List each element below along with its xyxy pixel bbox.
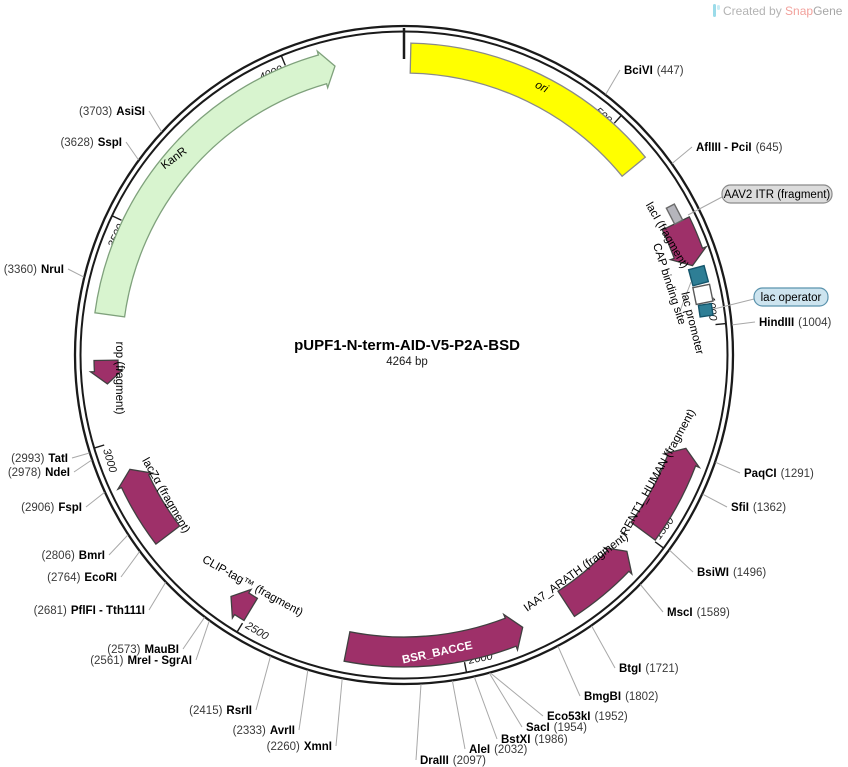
feature-badge-label-aav2itr[interactable]: AAV2 ITR (fragment): [724, 189, 831, 201]
tick-mark-1500: [654, 541, 665, 549]
site-label-PflFI-Tth111I[interactable]: (2681) PflFI - Tth111I: [34, 605, 145, 617]
site-label-MauBI[interactable]: (2573) MauBI: [107, 644, 179, 656]
site-leader-BstXI: [473, 676, 498, 740]
tick-label-2500: 2500: [242, 619, 271, 643]
feature-cap[interactable]: [687, 264, 710, 287]
site-label-BtgI[interactable]: BtgI (1721): [619, 663, 679, 675]
site-label-MreI-SgrAI[interactable]: (2561) MreI - SgrAI: [90, 655, 192, 667]
site-label-BstXI[interactable]: BstXI (1986): [501, 734, 568, 746]
site-leader-BmgBI: [557, 646, 581, 697]
site-label-FspI[interactable]: (2906) FspI: [21, 502, 82, 514]
site-leader-Eco53kI: [490, 672, 544, 717]
site-leader-PflFI-Tth111I: [148, 582, 167, 611]
feature-clip[interactable]: [230, 588, 259, 622]
site-label-SacI[interactable]: SacI (1954): [526, 722, 587, 734]
site-leader-BmrI: [108, 534, 129, 556]
site-label-SfiI[interactable]: SfiI (1362): [731, 502, 786, 514]
site-label-EcoRI[interactable]: (2764) EcoRI: [47, 572, 117, 584]
site-label-XmnI[interactable]: (2260) XmnI: [267, 741, 332, 753]
feature-iaa7[interactable]: [557, 546, 633, 618]
site-leader-DraIII: [415, 684, 422, 761]
site-leader-AflIII-PciI: [671, 146, 693, 164]
site-leader-BsiWI: [669, 549, 694, 573]
site-label-SspI[interactable]: (3628) SspI: [60, 137, 122, 149]
feature-badge-lacop[interactable]: [753, 287, 829, 307]
site-leader-MreI-SgrAI: [195, 620, 210, 661]
site-label-BsiWI[interactable]: BsiWI (1496): [697, 567, 766, 579]
site-leader-SspI: [125, 141, 139, 161]
site-leader-NdeI: [73, 459, 92, 473]
plasmid-title-block: pUPF1-N-term-AID-V5-P2A-BSD 4264 bp: [294, 337, 520, 368]
site-leader-MscI: [640, 584, 664, 613]
feature-label-clip[interactable]: CLIP-tag™ (fragment): [200, 554, 305, 619]
site-leader-AsiSI: [148, 110, 163, 133]
site-leader-BciVI: [605, 69, 621, 95]
feature-label-ori[interactable]: ori: [533, 79, 550, 96]
site-label-AvrII[interactable]: (2333) AvrII: [233, 725, 295, 737]
site-leader-NruI: [67, 268, 85, 278]
plasmid-backbone-outer-circle: [73, 24, 735, 686]
feature-leader-cap: [679, 281, 692, 312]
snapgene-watermark: Created by SnapGene: [710, 4, 842, 18]
feature-ori[interactable]: [409, 42, 647, 178]
site-label-NruI[interactable]: (3360) NruI: [4, 264, 64, 276]
feature-badge-label-lacop[interactable]: lac operator: [761, 292, 822, 304]
site-leader-EcoRI: [120, 551, 141, 578]
badge-leader-aav2itr: [687, 196, 723, 216]
site-leader-FspI: [85, 492, 105, 508]
site-label-AleI[interactable]: AleI (2032): [469, 744, 528, 756]
tick-mark-4000: [280, 55, 286, 66]
site-label-BmgBI[interactable]: BmgBI (1802): [584, 691, 658, 703]
watermark-brand-snap: Snap: [785, 4, 814, 18]
site-label-Eco53kI[interactable]: Eco53kI (1952): [547, 711, 628, 723]
snapgene-logo-icon: [710, 4, 720, 18]
watermark-created-by: Created by: [723, 4, 786, 18]
feature-label-rop[interactable]: rop (fragment): [113, 342, 125, 415]
site-label-RsrII[interactable]: (2415) RsrII: [189, 705, 252, 717]
site-leader-RsrII: [255, 656, 271, 711]
feature-bsr[interactable]: [343, 612, 524, 668]
site-label-BciVI[interactable]: BciVI (447): [624, 65, 684, 77]
site-label-TatI[interactable]: (2993) TatI: [11, 453, 68, 465]
site-label-MscI[interactable]: MscI (1589): [667, 607, 730, 619]
site-leader-HindIII: [732, 321, 756, 326]
tick-mark-3500: [111, 215, 122, 221]
site-label-BmrI[interactable]: (2806) BmrI: [42, 550, 105, 562]
tick-mark-500: [613, 114, 622, 124]
site-leader-SfiI: [702, 493, 728, 508]
site-label-PaqCI[interactable]: PaqCI (1291): [744, 468, 814, 480]
site-label-HindIII[interactable]: HindIII (1004): [759, 317, 832, 329]
site-label-AsiSI[interactable]: (3703) AsiSI: [79, 106, 145, 118]
site-leader-TatI: [71, 452, 90, 459]
site-leader-AvrII: [298, 670, 309, 731]
site-leader-MauBI: [182, 617, 206, 650]
badge-leader-lacop: [713, 298, 755, 310]
site-label-DraIII[interactable]: DraIII (2097): [420, 755, 486, 767]
tick-mark-3000: [93, 444, 105, 449]
feature-laci[interactable]: [661, 216, 709, 267]
feature-kanr[interactable]: [94, 49, 336, 318]
feature-rent1[interactable]: [630, 447, 702, 542]
site-label-NdeI[interactable]: (2978) NdeI: [8, 467, 70, 479]
site-leader-SacI: [488, 672, 523, 728]
feature-aav2itr[interactable]: [665, 203, 684, 226]
plasmid-length: 4264 bp: [386, 356, 428, 368]
plasmid-name: pUPF1-N-term-AID-V5-P2A-BSD: [294, 337, 520, 354]
site-label-AflIII-PciI[interactable]: AflIII - PciI (645): [696, 142, 783, 154]
watermark-brand-gene: Gene: [813, 4, 843, 18]
tick-mark-2500: [236, 622, 244, 633]
site-leader-PaqCI: [715, 461, 741, 474]
feature-badge-aav2itr[interactable]: [721, 184, 833, 204]
site-leader-BtgI: [591, 625, 616, 669]
feature-lacop[interactable]: [697, 302, 714, 318]
feature-lacprom[interactable]: [692, 283, 714, 306]
feature-lacz[interactable]: [116, 468, 181, 546]
site-leader-AleI: [451, 680, 466, 750]
tick-mark-1000: [715, 322, 727, 326]
tick-mark-2000: [463, 661, 468, 673]
feature-rop[interactable]: [88, 359, 125, 385]
site-leader-XmnI: [335, 678, 343, 747]
